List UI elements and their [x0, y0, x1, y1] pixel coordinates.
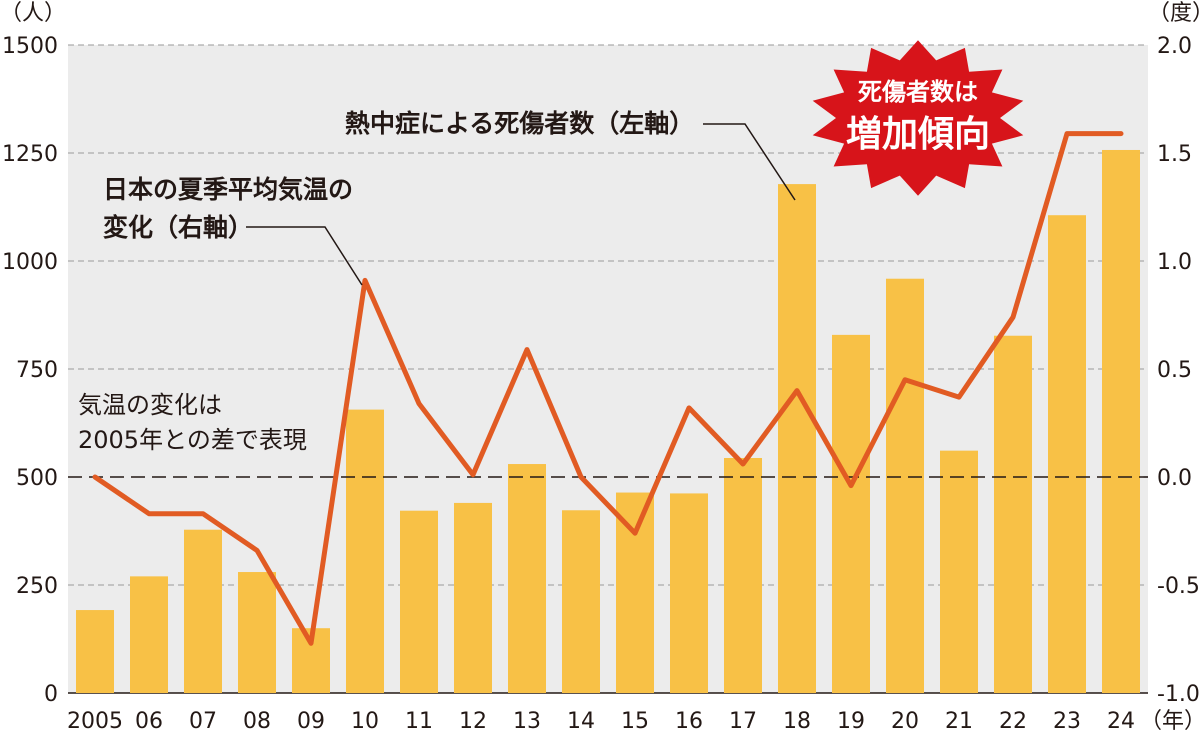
- x-tick-label: 06: [135, 709, 163, 731]
- left-tick-label: 750: [16, 358, 58, 383]
- note-line-1: 気温の変化は: [78, 391, 222, 419]
- left-axis-unit: （人）: [0, 1, 66, 26]
- bar: [724, 457, 762, 693]
- x-tick-label: 20: [891, 709, 919, 731]
- x-tick-label: 14: [567, 709, 595, 731]
- x-tick-label: 24: [1107, 709, 1135, 731]
- left-tick-label: 1500: [2, 34, 58, 59]
- left-tick-label: 1000: [2, 250, 58, 275]
- bar-series-label: 熱中症による死傷者数（左軸）: [345, 109, 694, 138]
- line-series-label-2: 変化（右軸）: [103, 213, 253, 242]
- line-series-label-1: 日本の夏季平均気温の: [103, 175, 353, 204]
- right-axis-unit: （度）: [1148, 1, 1200, 26]
- left-axis-ticks: 0 250 500 750 1000 1250 1500: [2, 34, 58, 707]
- x-tick-label: 2005: [67, 709, 123, 731]
- bar: [832, 334, 870, 693]
- right-tick-label: 1.0: [1157, 250, 1192, 275]
- right-tick-label: -0.5: [1157, 574, 1200, 599]
- x-tick-label: 18: [783, 709, 811, 731]
- x-axis-ticks: 2005 06 07 08 09 10 11 12 13 14 15 16 17 18 19 20 21 22 23…: [67, 709, 1135, 731]
- right-tick-label: 1.5: [1157, 142, 1192, 167]
- x-tick-label: 21: [945, 709, 973, 731]
- bar: [76, 610, 114, 693]
- bar: [778, 184, 816, 693]
- burst-text-2: 増加傾向: [846, 114, 990, 155]
- bar: [454, 502, 492, 693]
- burst-text-1: 死傷者数は: [858, 78, 978, 106]
- bar: [346, 409, 384, 693]
- burst-callout: 死傷者数は 増加傾向: [812, 40, 1024, 196]
- x-tick-label: 19: [837, 709, 865, 731]
- bar: [670, 493, 708, 693]
- right-tick-label: -1.0: [1157, 682, 1200, 707]
- left-tick-label: 250: [16, 574, 58, 599]
- x-tick-label: 10: [351, 709, 379, 731]
- x-tick-label: 08: [243, 709, 271, 731]
- x-tick-label: 09: [297, 709, 325, 731]
- bar: [400, 510, 438, 693]
- x-tick-label: 23: [1053, 709, 1081, 731]
- bar: [1102, 149, 1140, 693]
- bar: [130, 576, 168, 693]
- bar: [994, 335, 1032, 693]
- temperature-line: [92, 131, 1124, 646]
- temperature-line-series: [92, 131, 1124, 646]
- right-tick-label: 0.0: [1157, 466, 1192, 491]
- bar: [508, 464, 546, 693]
- x-tick-label: 13: [513, 709, 541, 731]
- bar: [184, 529, 222, 693]
- bar: [616, 492, 654, 693]
- note-line-2: 2005年との差で表現: [78, 426, 307, 454]
- right-tick-label: 2.0: [1157, 34, 1192, 59]
- x-tick-label: 12: [459, 709, 487, 731]
- left-tick-label: 1250: [2, 142, 58, 167]
- x-tick-label: 16: [675, 709, 703, 731]
- bar: [1048, 215, 1086, 693]
- line-label-leader: [246, 226, 363, 286]
- x-tick-label: 11: [405, 709, 433, 731]
- bar: [238, 572, 276, 693]
- x-tick-label: 22: [999, 709, 1027, 731]
- x-tick-label: 17: [729, 709, 757, 731]
- x-tick-label: 07: [189, 709, 217, 731]
- left-tick-label: 500: [16, 466, 58, 491]
- burst-shape: [812, 40, 1024, 196]
- right-axis-ticks: -1.0 -0.5 0.0 0.5 1.0 1.5 2.0: [1157, 34, 1200, 707]
- bar: [562, 510, 600, 693]
- bar-label-leader: [703, 123, 796, 201]
- x-tick-label: 15: [621, 709, 649, 731]
- bar: [886, 278, 924, 693]
- x-axis-unit: （年）: [1140, 709, 1200, 731]
- bar-series: [76, 149, 1140, 693]
- left-tick-label: 0: [44, 682, 58, 707]
- bar: [940, 450, 978, 693]
- right-tick-label: 0.5: [1157, 358, 1192, 383]
